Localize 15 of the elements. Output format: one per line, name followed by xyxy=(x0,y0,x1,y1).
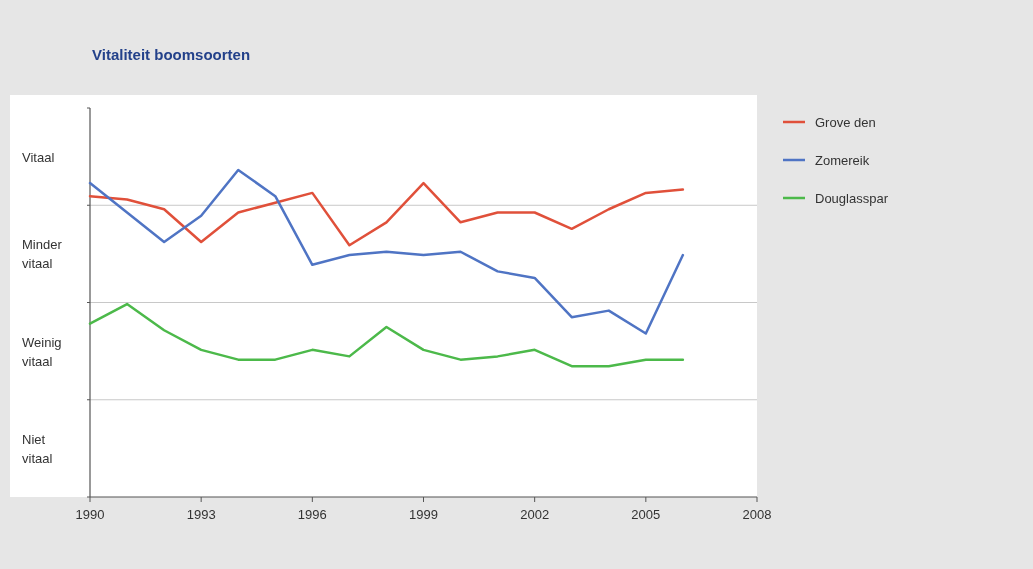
x-tick-label: 2008 xyxy=(742,507,772,522)
legend-label: Zomereik xyxy=(815,153,870,168)
text: Minder vitaal xyxy=(22,237,63,272)
x-tick-label: 2005 xyxy=(631,507,661,522)
text: Weinig vitaal xyxy=(22,334,62,369)
legend-label: Douglasspar xyxy=(815,191,889,206)
text: Niet vitaal xyxy=(22,431,53,466)
x-tick-label: 1996 xyxy=(297,507,327,522)
chart-title: Vitaliteit boomsoorten xyxy=(92,46,251,63)
x-tick-label: 1999 xyxy=(409,507,438,522)
text: Vitaal xyxy=(22,149,55,165)
x-tick-label: 1993 xyxy=(186,507,216,522)
x-tick-label: 2002 xyxy=(520,507,550,522)
legend-label: Grove den xyxy=(815,115,876,130)
x-tick-label: 1990 xyxy=(75,507,105,522)
